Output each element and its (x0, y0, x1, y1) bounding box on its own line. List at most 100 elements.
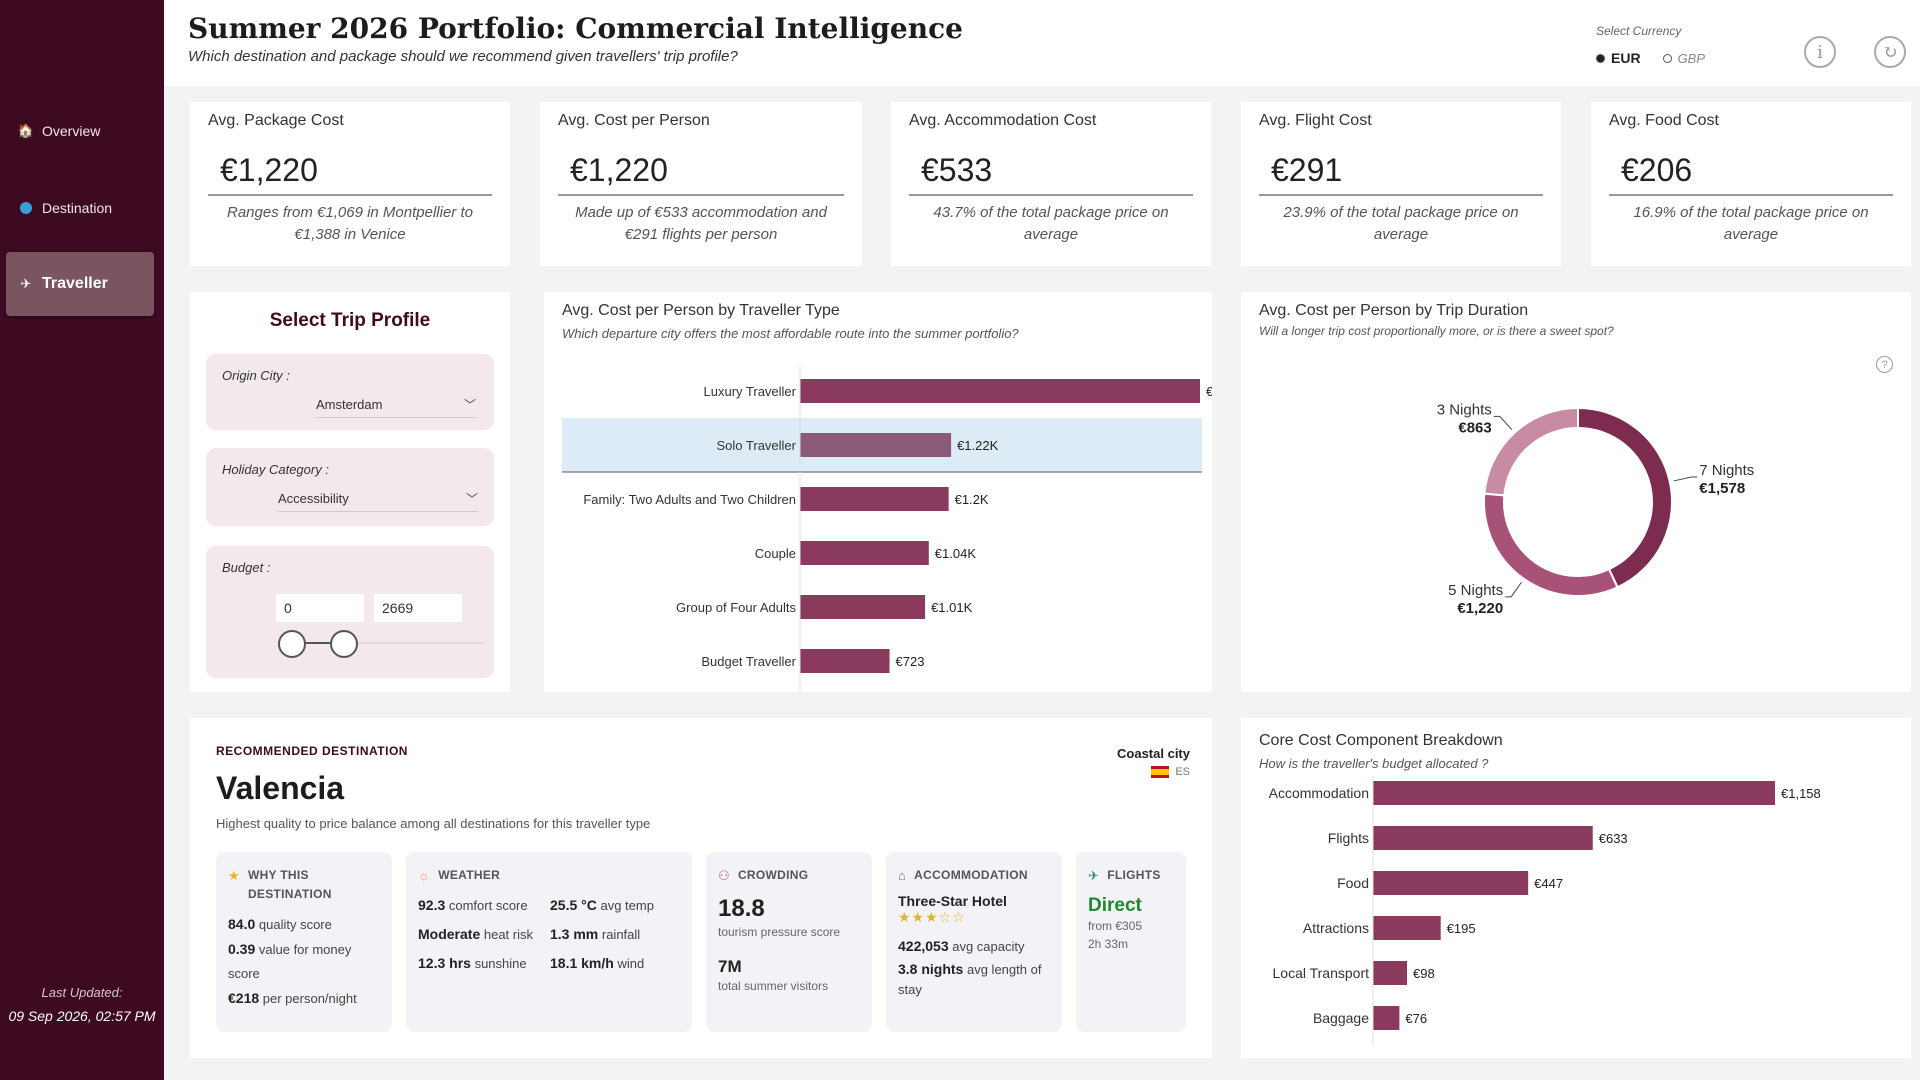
trip-profile-title: Select Trip Profile (269, 310, 431, 331)
category-label: Group of Four Adults (676, 600, 796, 615)
budget-max-input[interactable] (374, 594, 462, 622)
bar[interactable] (1373, 826, 1593, 850)
nav-label: Traveller (42, 275, 108, 292)
avg-capacity: 422,053 (898, 938, 949, 954)
bar[interactable] (1373, 961, 1408, 985)
accommodation-tile: ⌂ ACCOMMODATION Three-Star Hotel ★★★☆☆ 42… (886, 852, 1062, 1032)
origin-city-value: Amsterdam (316, 397, 383, 412)
globe-icon (18, 200, 34, 216)
nav-item-overview[interactable]: 🏠 Overview (6, 99, 154, 163)
people-icon: ⚇ (718, 868, 730, 883)
page-subtitle: Which destination and package should we … (188, 48, 738, 65)
data-label: €3.23K (1206, 384, 1212, 399)
budget-filter: Budget : (206, 546, 494, 678)
bar[interactable] (1373, 916, 1441, 940)
donut-slice[interactable] (1483, 492, 1619, 597)
data-label: €1.01K (931, 600, 973, 615)
bar[interactable] (800, 379, 1200, 403)
budget-slider-max-handle[interactable] (330, 630, 358, 658)
leader-line (1493, 415, 1513, 431)
kpi-title: Avg. Package Cost (208, 112, 344, 129)
budget-slider-track (294, 642, 484, 644)
quality-label: quality score (258, 917, 332, 932)
header: Summer 2026 Portfolio: Commercial Intell… (164, 0, 1920, 86)
data-label: €1.22K (957, 438, 999, 453)
recommendation-label: RECOMMENDED DESTINATION (216, 744, 408, 758)
tourism-pressure-label: tourism pressure score (718, 925, 841, 939)
heat-label: heat risk (483, 927, 533, 942)
holiday-category-filter: Holiday Category : Accessibility ﹀ (206, 448, 494, 526)
sidebar: 🏠 Overview Destination ✈ Traveller Last … (0, 0, 164, 1080)
kpi-title: Avg. Food Cost (1609, 112, 1719, 129)
traveller-type-chart: Luxury Traveller €3.23K Solo Traveller €1.2… (562, 366, 1212, 692)
help-icon[interactable]: ? (1876, 356, 1893, 373)
budget-min-input[interactable] (276, 594, 364, 622)
stay-label: avg length of stay (898, 962, 1042, 997)
temp-label: avg temp (600, 898, 654, 913)
sun-icon: ☼ (418, 868, 431, 883)
bar[interactable] (800, 595, 926, 619)
tile-title: WHY THIS DESTINATION (247, 868, 332, 901)
currency-option-label: EUR (1611, 50, 1641, 66)
data-label: €633 (1599, 831, 1628, 846)
kpi-card-flight-cost: Avg. Flight Cost €291 23.9% of the total… (1241, 102, 1561, 266)
rain-label: rainfall (601, 927, 641, 942)
trip-profile-panel: Select Trip Profile Origin City : Amster… (190, 292, 510, 692)
holiday-category-value: Accessibility (278, 491, 349, 506)
data-label: €195 (1447, 921, 1476, 936)
nav-item-destination[interactable]: Destination (6, 176, 154, 240)
donut-slice[interactable] (1577, 406, 1673, 589)
cost-breakdown-chart: Accommodation €1,158 Flights €633 Food €447 At… (1269, 776, 1821, 1046)
tile-title: WEATHER (438, 868, 501, 882)
data-label: €1.04K (935, 546, 977, 561)
price-per-night: €218 (228, 990, 260, 1006)
value-label: value for money score (228, 942, 352, 981)
holiday-category-dropdown[interactable]: Accessibility ﹀ (278, 486, 478, 512)
bar[interactable] (800, 649, 890, 673)
page-title: Summer 2026 Portfolio: Commercial Intell… (188, 12, 963, 45)
recommendation-panel: RECOMMENDED DESTINATION Valencia Highest… (190, 718, 1212, 1058)
currency-label: Select Currency (1596, 24, 1682, 38)
currency-selector: Select Currency EUR GBP (1596, 24, 1705, 66)
leader-line (1673, 476, 1698, 482)
nav-item-traveller[interactable]: ✈ Traveller (6, 252, 154, 316)
currency-option-eur[interactable]: EUR (1596, 50, 1641, 66)
house-icon: 🏠 (17, 123, 35, 138)
bar[interactable] (800, 541, 929, 565)
donut-slice[interactable] (1483, 406, 1579, 497)
wind-label: wind (617, 956, 645, 971)
bar[interactable] (800, 433, 952, 457)
refresh-icon[interactable]: ↻ (1874, 36, 1906, 68)
data-label: €76 (1405, 1011, 1427, 1026)
category-label: Food (1337, 875, 1369, 891)
crowding-tile: ⚇ CROWDING 18.8 tourism pressure score 7M… (706, 852, 872, 1032)
info-icon[interactable]: i (1804, 36, 1836, 68)
budget-slider-min-handle[interactable] (278, 630, 306, 658)
country-indicator: ES (1151, 766, 1190, 778)
nav-label: Overview (42, 123, 101, 139)
destination-type: Coastal city (1117, 746, 1190, 761)
rainfall: 1.3 mm (550, 926, 599, 942)
slice-value: €1,578 (1699, 480, 1745, 497)
bar[interactable] (1373, 781, 1775, 805)
bar[interactable] (800, 487, 949, 511)
chevron-down-icon: ﹀ (463, 398, 476, 412)
flight-price: from €305 (1088, 919, 1143, 933)
leader-line (1505, 581, 1522, 598)
nav-label: Destination (42, 200, 113, 216)
kpi-title: Avg. Cost per Person (558, 112, 710, 129)
why-destination-tile: ★ WHY THIS DESTINATION 84.0 quality score… (216, 852, 392, 1032)
currency-option-gbp[interactable]: GBP (1662, 50, 1705, 66)
bar[interactable] (1373, 871, 1529, 895)
origin-city-dropdown[interactable]: Amsterdam ﹀ (316, 392, 476, 418)
summer-visitors: 7M (718, 957, 742, 976)
data-label: €447 (1534, 876, 1563, 891)
flight-duration: 2h 33m (1088, 937, 1129, 951)
category-label: Attractions (1303, 920, 1369, 936)
recommended-city: Valencia (216, 770, 345, 806)
comfort-label: comfort score (448, 898, 528, 913)
kpi-value: €533 (921, 152, 993, 188)
chart-title: Avg. Cost per Person by Trip Duration (1259, 302, 1529, 319)
bar[interactable] (1373, 1006, 1400, 1030)
value-score: 0.39 (228, 941, 256, 957)
